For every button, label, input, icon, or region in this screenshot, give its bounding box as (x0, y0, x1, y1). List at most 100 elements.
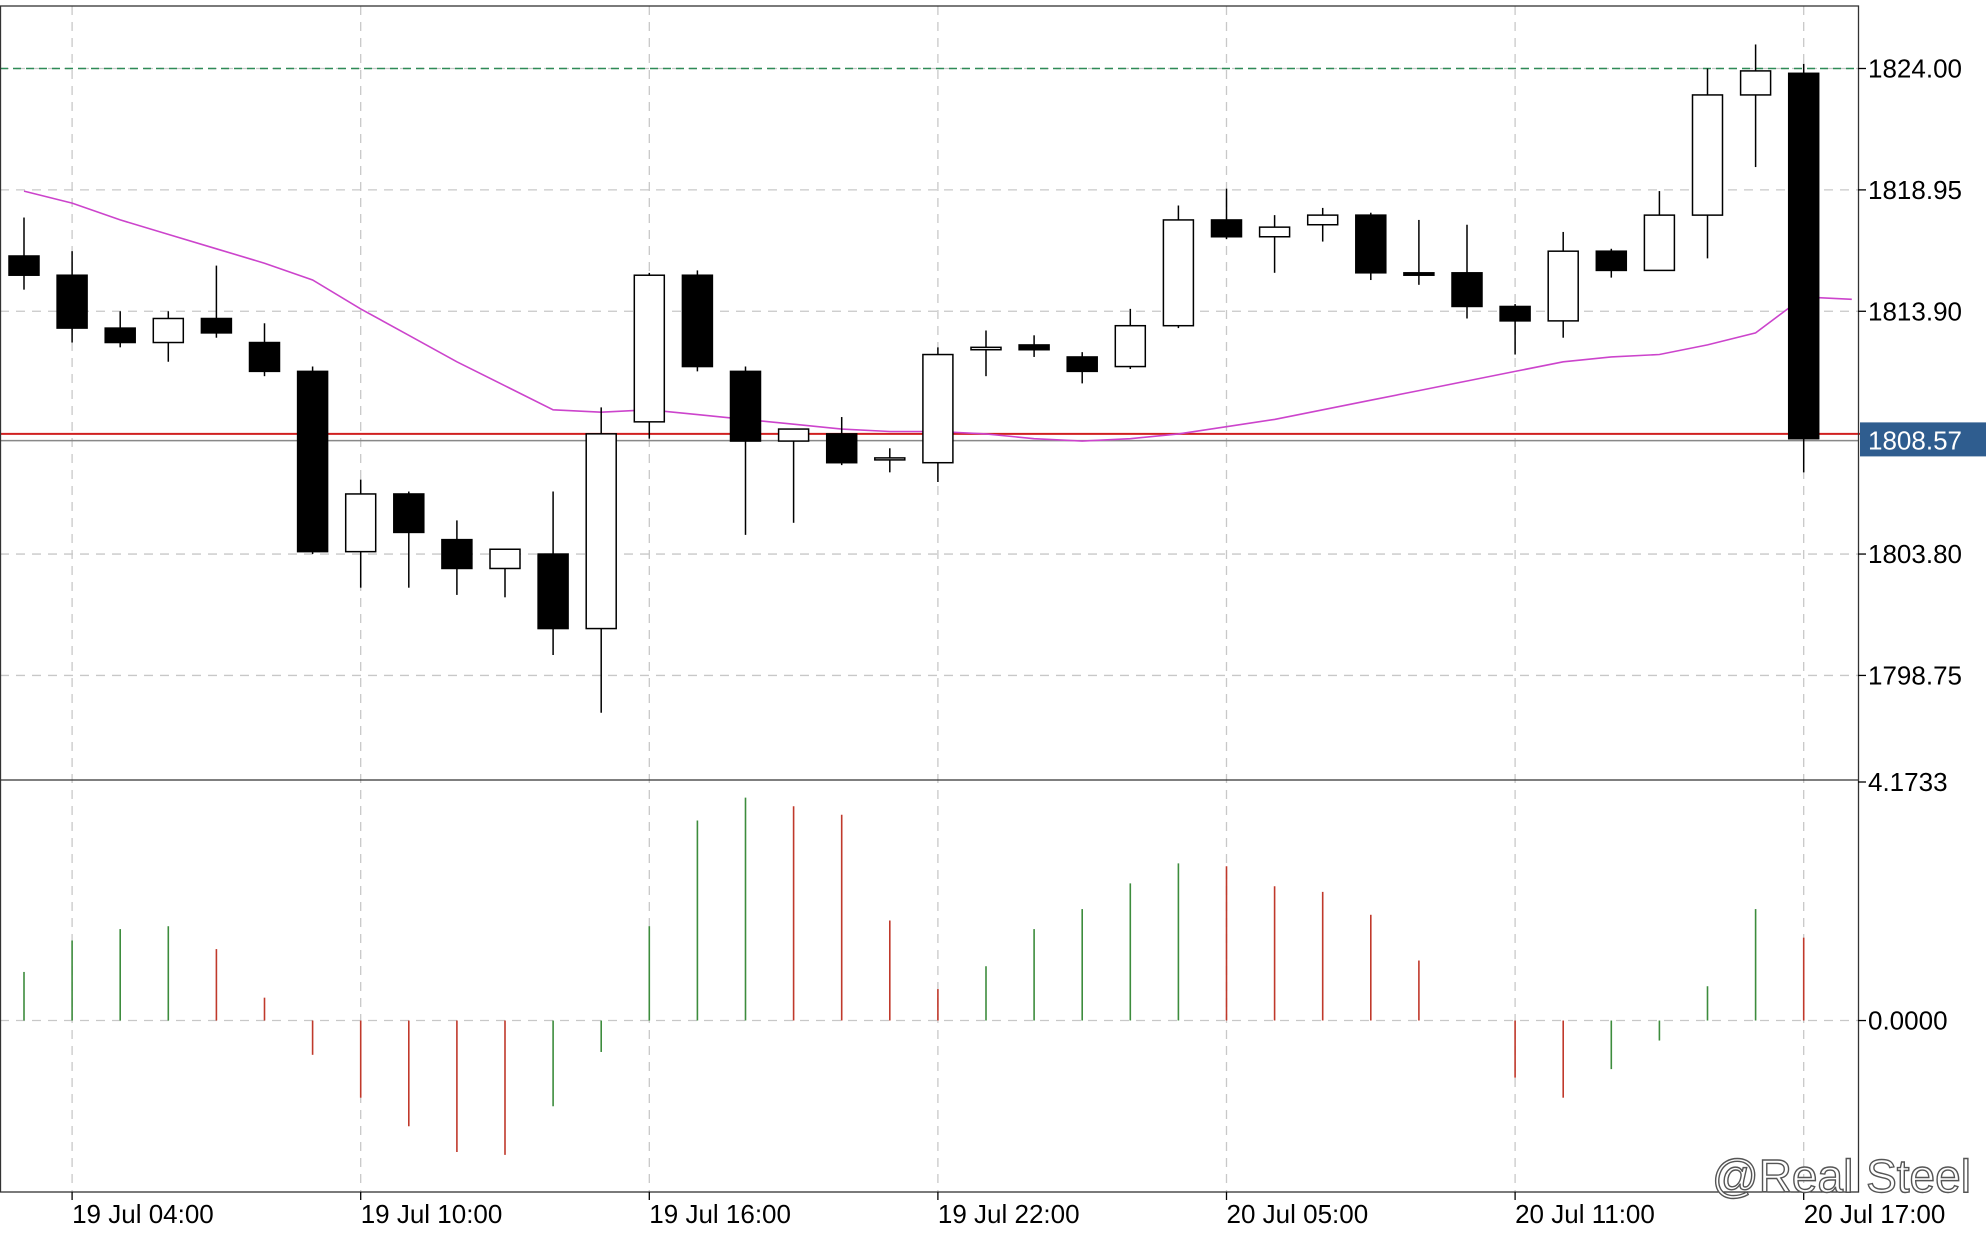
candle-body (104, 327, 136, 344)
current-price-box (1860, 422, 1986, 457)
candle (1787, 63, 1820, 473)
candle (56, 251, 88, 343)
candle (825, 417, 858, 466)
candle-body (393, 493, 425, 534)
time-tick-label: 20 Jul 17:00 (1804, 1199, 1946, 1229)
candle-body (922, 353, 954, 464)
candle (296, 366, 329, 555)
watermark-text: @Real Steel (1712, 1150, 1971, 1202)
candle-body (1114, 324, 1147, 368)
candle (1114, 308, 1147, 369)
candle-body (1787, 72, 1820, 440)
candle-body (152, 317, 185, 344)
price-tick-label: 1798.75 (1868, 660, 1962, 690)
time-tick-label: 19 Jul 10:00 (361, 1199, 503, 1229)
hist-tick-label: 0.0000 (1868, 1006, 1948, 1036)
candle-body (825, 433, 858, 464)
candle-body (200, 317, 233, 334)
candle (441, 520, 473, 595)
candle (1451, 224, 1483, 319)
candle (1066, 352, 1098, 384)
candle (1499, 304, 1531, 355)
candle-body (681, 274, 714, 368)
candle (537, 491, 569, 656)
candle (393, 491, 425, 588)
candle (1691, 68, 1724, 259)
candle-body (537, 553, 569, 630)
time-tick-label: 19 Jul 22:00 (938, 1199, 1080, 1229)
candle-body (874, 457, 906, 461)
candle (152, 311, 185, 362)
candle (8, 217, 40, 290)
candle-body (1306, 214, 1339, 226)
candle-body (344, 493, 377, 553)
candle-body (1451, 272, 1483, 308)
time-axis: 19 Jul 04:00 19 Jul 10:00 19 Jul 16:00 19 J… (71, 1192, 1946, 1229)
candle-body (296, 370, 329, 553)
candle (1355, 212, 1387, 281)
price-axis: 1824.00 1818.95 1813.90 1803.80 1798.75 1808.… (1858, 53, 1986, 1036)
candle (1018, 335, 1050, 357)
candle-body (1739, 70, 1772, 96)
candle-body (1547, 250, 1579, 322)
plot-frame (0, 5, 1860, 1193)
candle-body (1643, 214, 1676, 272)
plot-border (0, 5, 1860, 1193)
candle-body (1210, 219, 1243, 238)
current-price-label: 1808.57 (1868, 425, 1962, 455)
candle (1643, 191, 1676, 272)
candle-body (1499, 305, 1531, 322)
time-tick-label: 20 Jul 11:00 (1515, 1199, 1655, 1229)
candle (1403, 219, 1435, 285)
candle-body (56, 274, 88, 329)
candles-layer (8, 44, 1820, 713)
candle-body (8, 255, 40, 276)
candle (1547, 231, 1579, 338)
candle-body (970, 346, 1002, 351)
candle (777, 428, 810, 523)
candle (1162, 205, 1195, 329)
histogram-layer (23, 797, 1805, 1155)
candle (248, 323, 281, 377)
candle (633, 272, 666, 439)
candle (729, 366, 762, 535)
time-tick-label: 19 Jul 16:00 (649, 1199, 791, 1229)
price-tick-label: 1813.90 (1868, 296, 1962, 326)
candle (585, 407, 617, 713)
candle (922, 347, 954, 482)
candle (1306, 207, 1339, 242)
candle (1739, 44, 1772, 168)
candle (1210, 188, 1243, 240)
candle-body (585, 433, 617, 630)
candle-body (489, 548, 521, 570)
candle-body (1691, 94, 1724, 216)
candle-body (1595, 250, 1628, 272)
candle-body (1355, 214, 1387, 274)
candle-body (729, 370, 762, 442)
candle-body (1403, 272, 1435, 276)
candle (874, 448, 906, 473)
hist-tick-label: 4.1733 (1868, 767, 1948, 797)
candle-body (1258, 226, 1291, 238)
candle-body (441, 538, 473, 570)
price-tick-label: 1824.00 (1868, 53, 1962, 83)
candle (1595, 248, 1628, 278)
candle (681, 270, 714, 372)
candle (104, 311, 136, 348)
price-tick-label: 1818.95 (1868, 175, 1962, 205)
candle (344, 479, 377, 588)
candle-body (1066, 356, 1098, 373)
time-tick-label: 19 Jul 04:00 (72, 1199, 214, 1229)
candle-body (1162, 219, 1195, 327)
price-tick-label: 1803.80 (1868, 539, 1962, 569)
candle (970, 330, 1002, 377)
candle-body (633, 274, 666, 423)
candle (1258, 215, 1291, 273)
candle (200, 265, 233, 338)
candle (489, 548, 521, 598)
time-tick-label: 20 Jul 05:00 (1227, 1199, 1369, 1229)
candle-body (1018, 344, 1050, 351)
candle-body (777, 428, 810, 442)
